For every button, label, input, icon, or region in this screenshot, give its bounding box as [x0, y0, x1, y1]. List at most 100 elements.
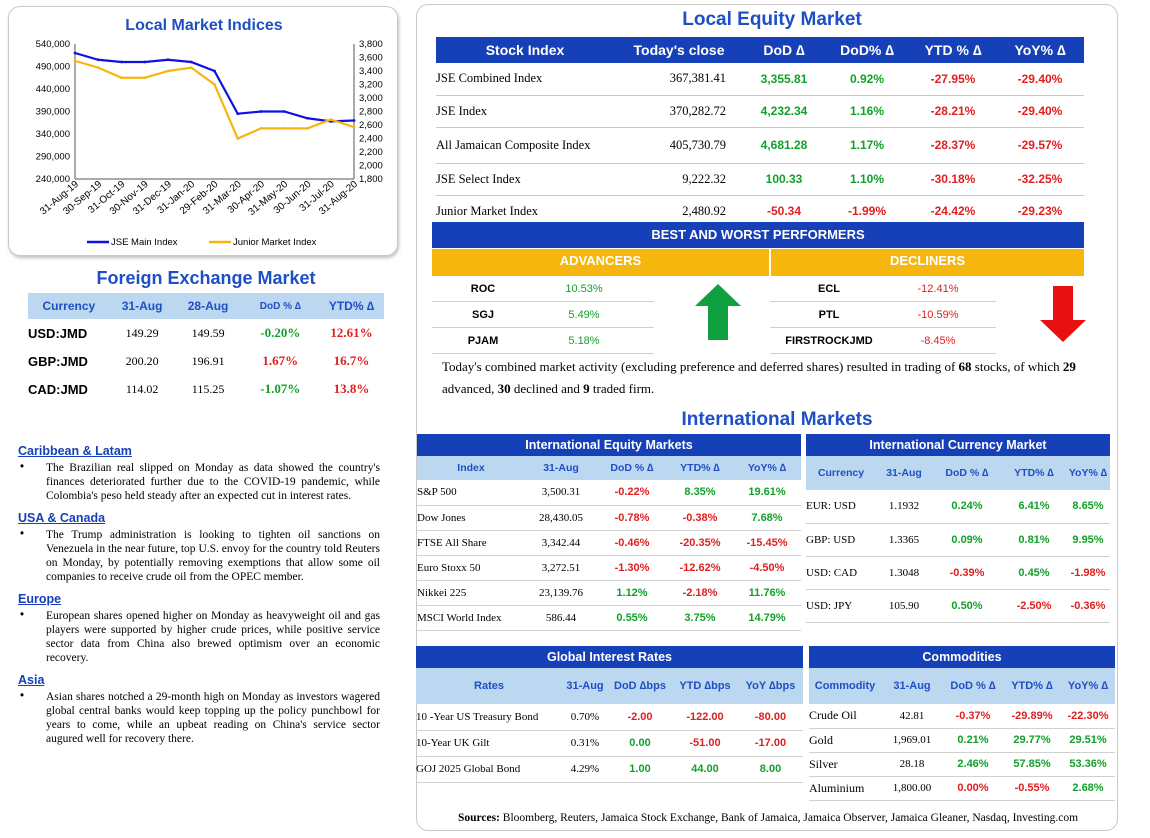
table-header-cell: DoD % ∆: [932, 456, 1002, 490]
local-market-indices-chart: Local Market Indices 540,000 490,000 440,0…: [8, 6, 398, 256]
row-label: S&P 500: [417, 486, 457, 499]
row-change-ytd: -2.50%: [1016, 599, 1052, 612]
row-change-dod: -0.37%: [955, 709, 991, 722]
data-point: [96, 66, 100, 70]
equity-close: 370,282.72: [669, 103, 726, 118]
equity-index-name: JSE Index: [436, 103, 488, 118]
table-row: Aluminium 1,800.00 0.00% -0.55% 2.68%: [809, 776, 1115, 800]
equity-close: 2,480.92: [682, 203, 726, 218]
bullet-icon: •: [20, 461, 25, 473]
fx-header-dod: DoD % ∆: [241, 293, 320, 319]
fx-dod-change: -0.20%: [260, 325, 301, 340]
equity-close: 367,381.41: [669, 71, 726, 86]
row-label: EUR: USD: [806, 500, 856, 513]
fx-currency: USD:JMD: [28, 325, 88, 341]
table-row: EUR: USD 1.1932 0.24% 6.41% 8.65%: [806, 490, 1110, 523]
table-caption: International Currency Market: [806, 434, 1110, 456]
equity-header-index: Stock Index: [436, 37, 614, 63]
data-point: [352, 119, 356, 122]
performer-symbol: ROC: [470, 282, 496, 295]
equity-header-dod: DoD ∆: [744, 37, 824, 63]
fx-rate-28aug: 196.91: [191, 353, 225, 368]
equity-row: JSE Index 370,282.72 4,232.34 1.16% -28.21% -…: [436, 95, 1084, 127]
fx-header-ytd: YTD% ∆: [319, 293, 384, 319]
data-point: [73, 59, 77, 63]
row-change-yoy: 8.65%: [1072, 500, 1104, 513]
row-change-ytd: -51.00: [689, 737, 721, 749]
row-change-yoy: 9.95%: [1072, 533, 1104, 546]
row-change-ytd: 8.35%: [684, 486, 716, 499]
bullet-icon: •: [20, 690, 25, 702]
row-change-dod: 2.46%: [957, 758, 989, 770]
international-equity-table: International Equity Markets Index 31-Aug D…: [417, 434, 801, 631]
table-header-cell: YoY% ∆: [733, 456, 801, 480]
local-equity-title: Local Equity Market: [682, 9, 862, 30]
table-row: Dow Jones 28,430.05 -0.78% -0.38% 7.68%: [417, 505, 801, 530]
row-value: 105.90: [888, 599, 920, 612]
table-header-cell: YTD% ∆: [1003, 668, 1061, 704]
news-text: The Trump administration is looking to t…: [46, 529, 380, 583]
row-change-ytd: 57.85%: [1013, 758, 1051, 770]
chart-title: Local Market Indices: [125, 17, 282, 34]
data-point: [189, 60, 193, 64]
equity-yoy: -29.57%: [1017, 138, 1063, 152]
row-change-yoy: 19.61%: [748, 486, 786, 499]
data-point: [236, 112, 240, 116]
table-header-cell: 31-Aug: [881, 668, 943, 704]
table-header-cell: DoD % ∆: [597, 456, 667, 480]
row-change-dod: 1.00: [629, 763, 651, 775]
table-header-cell: DoD ∆bps: [608, 668, 672, 704]
fx-currency: GBP:JMD: [28, 353, 88, 369]
table-header-cell: DoD % ∆: [943, 668, 1003, 704]
data-point: [73, 51, 77, 55]
table-header-row: Commodity 31-Aug DoD % ∆ YTD% ∆ YoY% ∆: [809, 668, 1115, 704]
summary-text-2: stocks, of which: [971, 359, 1063, 374]
row-change-yoy: 53.36%: [1069, 758, 1107, 770]
table-header-row: Currency 31-Aug DoD % ∆ YTD% ∆ YoY% ∆: [806, 456, 1110, 490]
row-label: 10-Year UK Gilt: [416, 737, 490, 749]
row-change-ytd: 3.75%: [684, 611, 716, 624]
table-body: Currency 31-Aug DoD % ∆ YTD% ∆ YoY% ∆ EUR: US…: [806, 456, 1110, 623]
row-label: Nikkei 225: [417, 586, 467, 599]
left-tick-label: 340,000: [36, 129, 70, 140]
equity-ytd: -30.18%: [930, 172, 976, 186]
equity-yoy: -29.40%: [1017, 104, 1063, 118]
news-item: Europe • European shares opened higher on …: [18, 592, 380, 665]
data-point: [213, 69, 216, 73]
decliner-row: ECL -12.41%: [770, 276, 996, 302]
data-point: [189, 66, 193, 70]
table-header-cell: Commodity: [809, 668, 881, 704]
row-change-yoy: -0.36%: [1070, 599, 1106, 612]
decliners-header: DECLINERS: [771, 249, 1084, 276]
equity-ytd: -28.21%: [930, 104, 976, 118]
data-point: [213, 83, 216, 86]
equity-close: 405,730.79: [669, 137, 726, 152]
right-tick-label: 2,400: [359, 134, 383, 145]
fx-header-31aug: 31-Aug: [109, 293, 175, 319]
row-change-dod: -0.46%: [614, 536, 650, 549]
row-change-yoy: 11.76%: [748, 586, 786, 599]
row-change-dod: -0.22%: [614, 486, 650, 499]
data-point: [352, 125, 356, 129]
equity-index-name: JSE Combined Index: [436, 71, 543, 86]
global-interest-rates-table: Global Interest Rates Rates 31-Aug DoD ∆bps…: [416, 646, 803, 783]
news-item: Asia • Asian shares notched a 29-month hig…: [18, 673, 380, 746]
equity-header-yoy: YoY% ∆: [996, 37, 1084, 63]
decliner-row: FIRSTROCKJMD -8.45%: [770, 328, 996, 354]
summary-text-3: advanced,: [442, 381, 498, 396]
row-value: 1,969.01: [892, 734, 932, 746]
right-tick-label: 1,800: [359, 174, 383, 185]
down-arrow-icon: [1040, 286, 1086, 342]
row-change-ytd: -0.55%: [1014, 782, 1050, 794]
data-point: [166, 58, 170, 62]
table-header-cell: YoY% ∆: [1066, 456, 1110, 490]
equity-index-name: JSE Select Index: [436, 171, 521, 186]
row-change-yoy: 2.68%: [1072, 782, 1104, 794]
row-change-dod: 0.55%: [616, 611, 648, 624]
row-value: 42.81: [899, 709, 925, 722]
row-value: 1.3365: [888, 533, 920, 546]
row-change-ytd: 6.41%: [1018, 500, 1050, 513]
news-region-title: Caribbean & Latam: [18, 444, 132, 458]
decliners-list: ECL -12.41% PTL -10.59% FIRSTROCKJMD -8.45%: [770, 276, 996, 354]
equity-dod: 100.33: [765, 172, 803, 186]
